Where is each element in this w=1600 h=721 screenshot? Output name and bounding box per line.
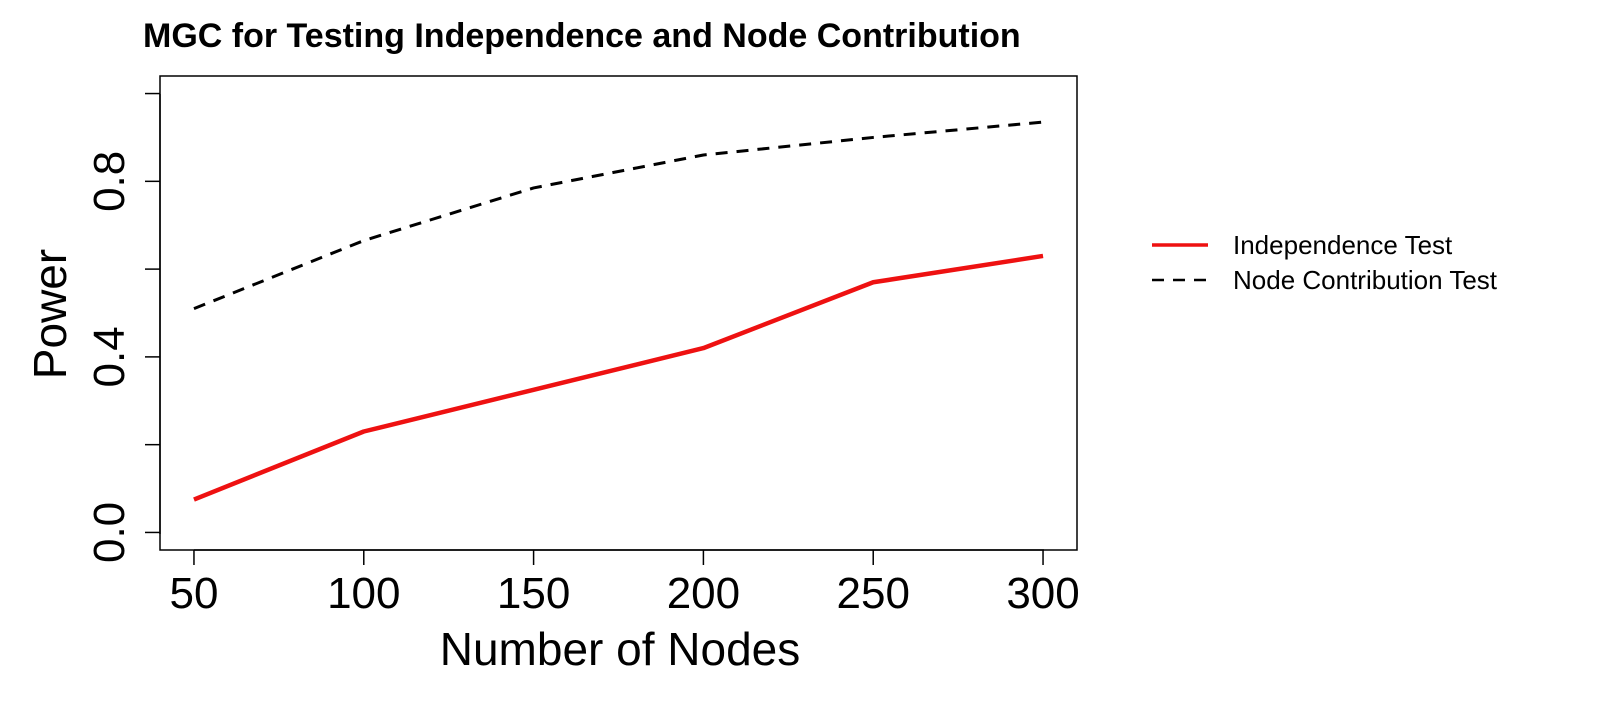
legend: Independence Test Node Contribution Test: [1152, 230, 1498, 295]
x-axis-label: Number of Nodes: [440, 623, 801, 675]
x-tick-label: 150: [497, 569, 570, 618]
y-tick-label: 0.8: [85, 151, 134, 212]
series-line-node-contribution: [193, 120, 1044, 311]
plot-frame: [159, 75, 1078, 551]
series-layer: [193, 120, 1044, 502]
y-tick-label: 0.0: [85, 502, 134, 563]
y-axis-label: Power: [24, 249, 76, 379]
x-tick-label: 50: [169, 569, 218, 618]
legend-label: Node Contribution Test: [1233, 265, 1498, 295]
series-line-independence: [193, 253, 1044, 502]
chart-title: MGC for Testing Independence and Node Co…: [143, 17, 1021, 55]
legend-label: Independence Test: [1233, 230, 1453, 260]
y-axis: 0.0 0.4 0.8: [85, 92, 161, 563]
x-axis: 50 100 150 200 250 300: [169, 549, 1080, 618]
x-tick-label: 250: [837, 569, 910, 618]
x-tick-label: 300: [1006, 569, 1079, 618]
x-tick-label: 200: [667, 569, 740, 618]
y-tick-label: 0.4: [85, 326, 134, 387]
x-tick-label: 100: [327, 569, 400, 618]
